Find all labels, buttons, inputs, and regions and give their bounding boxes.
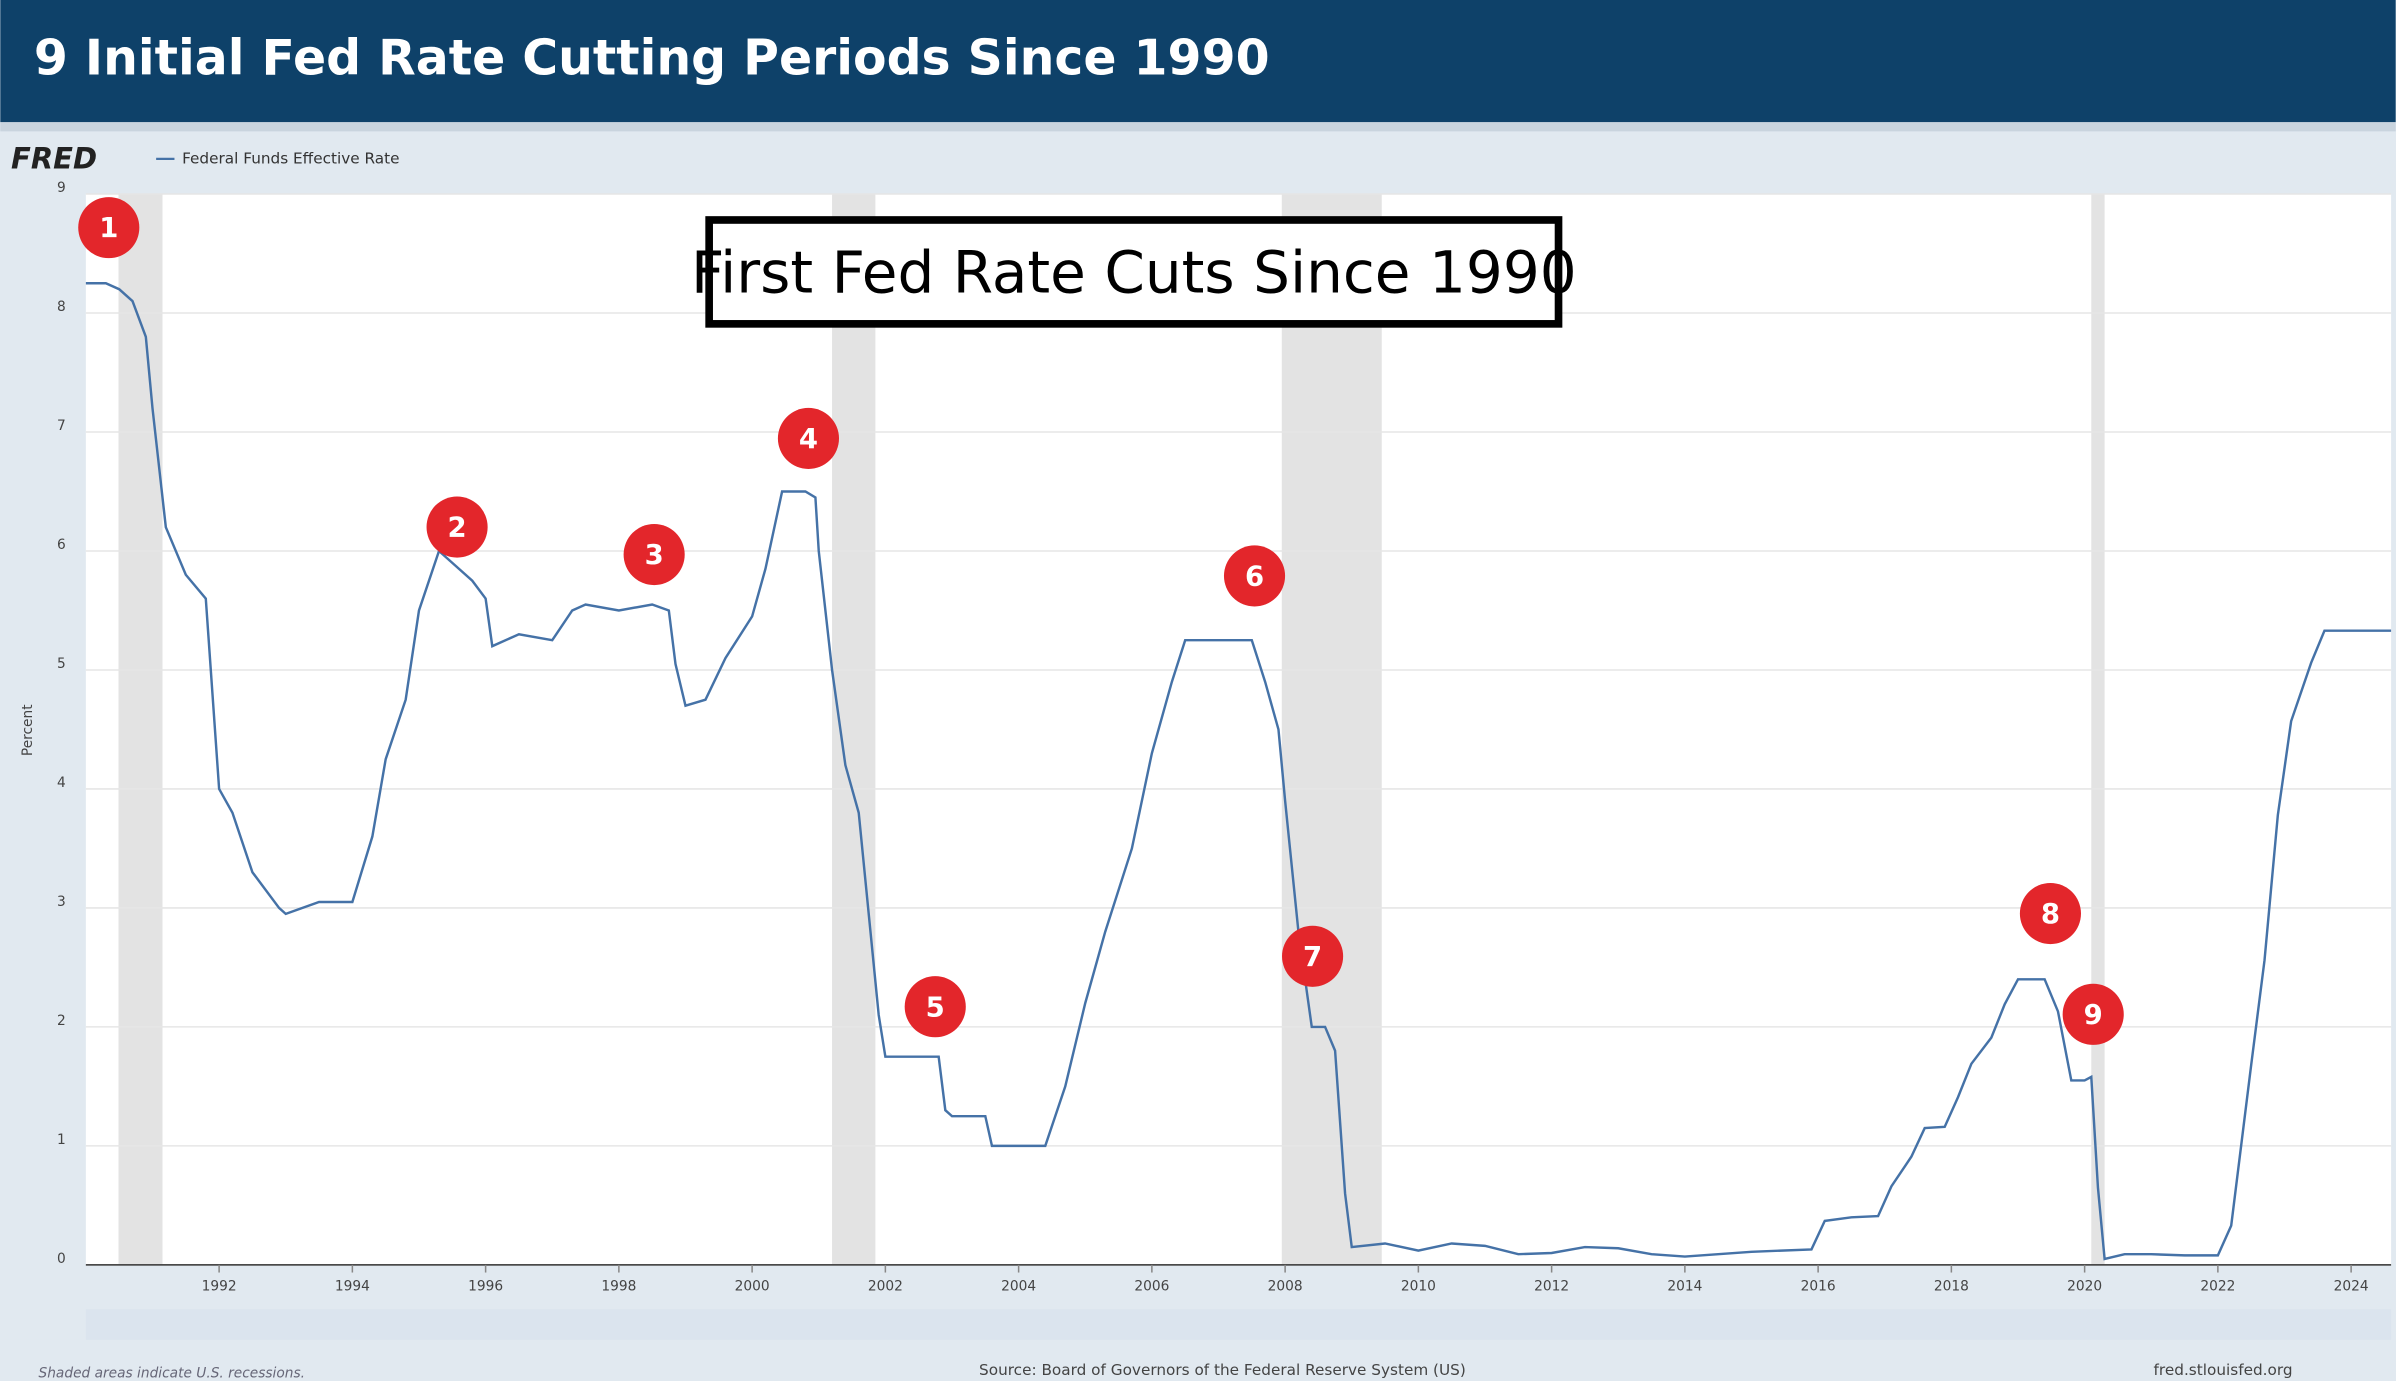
recession-band bbox=[1281, 194, 1382, 1265]
marker-label: 6 bbox=[1245, 560, 1264, 592]
marker-label: 4 bbox=[799, 423, 818, 455]
marker-circle bbox=[78, 197, 140, 259]
recession-band bbox=[118, 194, 163, 1265]
x-tick-label: 2020 bbox=[2067, 1278, 2102, 1294]
x-tick-label: 1996 bbox=[468, 1278, 503, 1294]
x-tick-label: 2004 bbox=[1001, 1278, 1036, 1294]
marker-label: 1 bbox=[99, 212, 118, 244]
marker-label: 9 bbox=[2084, 999, 2103, 1031]
recession-note: Shaded areas indicate U.S. recessions. bbox=[39, 1365, 306, 1381]
navigator bbox=[85, 1309, 2392, 1340]
header-divider bbox=[0, 122, 2396, 132]
x-tick-label: 2006 bbox=[1134, 1278, 1169, 1294]
marker-circle bbox=[904, 976, 966, 1038]
marker-label: 7 bbox=[1303, 941, 1322, 973]
y-tick-label: 8 bbox=[57, 299, 66, 315]
marker-circle bbox=[2062, 983, 2124, 1045]
legend-label: Federal Funds Effective Rate bbox=[182, 149, 399, 167]
y-tick-label: 9 bbox=[57, 180, 66, 196]
x-tick-label: 2010 bbox=[1401, 1278, 1436, 1294]
fred-logo: FRED bbox=[11, 141, 97, 175]
x-tick-label: 1998 bbox=[601, 1278, 636, 1294]
x-tick-label: 2008 bbox=[1268, 1278, 1303, 1294]
y-tick-label: 3 bbox=[57, 894, 66, 910]
x-tick-label: 2000 bbox=[735, 1278, 770, 1294]
x-tick-label: 2024 bbox=[2334, 1278, 2369, 1294]
y-tick-label: 6 bbox=[57, 537, 66, 553]
y-tick-label: 2 bbox=[57, 1013, 66, 1029]
x-tick-label: 2018 bbox=[1934, 1278, 1969, 1294]
marker-label: 2 bbox=[448, 512, 467, 544]
header-bar bbox=[0, 0, 2396, 123]
x-tick-label: 2012 bbox=[1534, 1278, 1569, 1294]
marker-label: 8 bbox=[2041, 898, 2060, 930]
recession-band bbox=[832, 194, 876, 1265]
chart-title: First Fed Rate Cuts Since 1990 bbox=[691, 239, 1577, 307]
source: Source: Board of Governors of the Federa… bbox=[979, 1361, 1466, 1379]
page-title: 9 Initial Fed Rate Cutting Periods Since… bbox=[34, 30, 1270, 87]
y-tick-label: 7 bbox=[57, 418, 66, 434]
y-tick-label: 0 bbox=[57, 1251, 66, 1267]
y-tick-label: 5 bbox=[57, 656, 66, 672]
y-tick-label: 4 bbox=[57, 775, 66, 791]
marker-circle bbox=[1223, 545, 1286, 607]
y-tick-label: 1 bbox=[57, 1132, 66, 1148]
marker-circle bbox=[426, 496, 488, 558]
x-tick-label: 2014 bbox=[1667, 1278, 1702, 1294]
series-line bbox=[85, 282, 2392, 1261]
x-tick-label: 2002 bbox=[868, 1278, 903, 1294]
x-tick-label: 2022 bbox=[2200, 1278, 2235, 1294]
x-tick-label: 1992 bbox=[202, 1278, 237, 1294]
title-box bbox=[705, 216, 1563, 328]
x-tick-label: 2016 bbox=[1801, 1278, 1836, 1294]
marker-circle bbox=[2019, 882, 2081, 945]
marker-circle bbox=[623, 523, 685, 586]
x-tick-label: 1994 bbox=[335, 1278, 370, 1294]
marker-circle bbox=[777, 407, 840, 469]
marker-label: 3 bbox=[645, 539, 664, 571]
site: fred.stlouisfed.org bbox=[2154, 1361, 2293, 1379]
y-axis-label: Percent bbox=[20, 704, 36, 756]
marker-circle bbox=[1282, 925, 1344, 987]
marker-label: 5 bbox=[926, 991, 945, 1023]
plot-area bbox=[85, 194, 2392, 1265]
